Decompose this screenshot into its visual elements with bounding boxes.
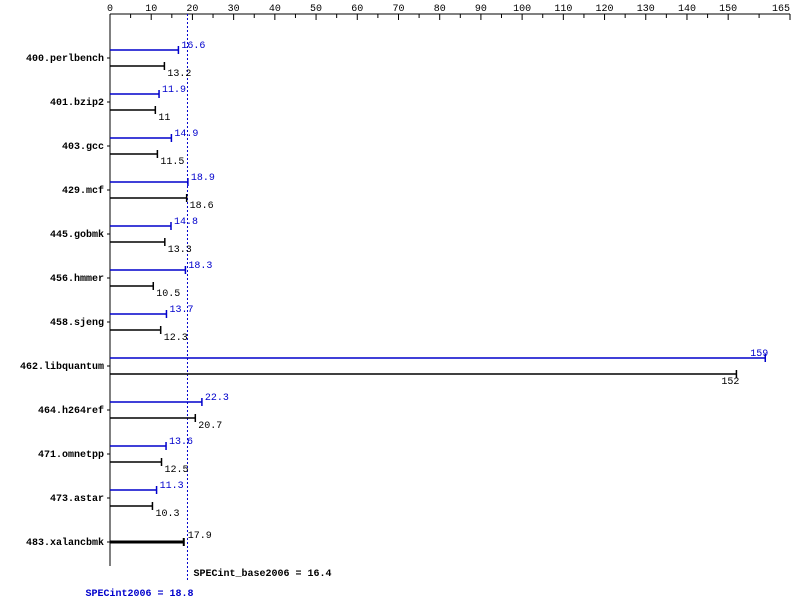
benchmark-label: 471.omnetpp	[38, 450, 104, 461]
benchmark-label: 400.perlbench	[26, 53, 104, 65]
peak-value: 13.6	[169, 437, 193, 448]
benchmark-label: 445.gobmk	[50, 229, 104, 241]
x-tick-label: 80	[434, 4, 446, 15]
x-tick-label: 30	[228, 4, 240, 15]
peak-value: 18.3	[188, 261, 212, 272]
base-value: 12.5	[165, 465, 189, 476]
x-tick-label: 70	[392, 4, 404, 15]
x-tick-label: 140	[678, 4, 696, 15]
base-value: 12.3	[164, 333, 188, 344]
x-tick-label: 120	[596, 4, 614, 15]
peak-value: 11.3	[160, 481, 184, 492]
benchmark-label: 458.sjeng	[50, 317, 104, 329]
benchmark-label: 462.libquantum	[20, 361, 104, 373]
value-label: 17.9	[188, 531, 212, 542]
base-value: 11	[158, 113, 170, 124]
base-value: 13.3	[168, 245, 192, 256]
benchmark-label: 429.mcf	[62, 185, 104, 197]
benchmark-label: 401.bzip2	[50, 97, 104, 109]
peak-value: 14.9	[174, 129, 198, 140]
x-tick-label: 0	[107, 4, 113, 15]
base-value: 18.6	[190, 201, 214, 212]
x-tick-label: 150	[719, 4, 737, 15]
benchmark-label: 483.xalancbmk	[26, 537, 104, 549]
x-tick-label: 60	[351, 4, 363, 15]
peak-value: 18.9	[191, 173, 215, 184]
peak-value: 11.9	[162, 85, 186, 96]
x-tick-label: 110	[554, 4, 572, 15]
x-tick-label: 100	[513, 4, 531, 15]
x-tick-label: 165	[772, 4, 790, 15]
benchmark-label: 456.hmmer	[50, 273, 104, 285]
peak-value: 16.6	[181, 41, 205, 52]
benchmark-label: 403.gcc	[62, 142, 104, 153]
peak-value: 14.8	[174, 217, 198, 228]
benchmark-label: 464.h264ref	[38, 405, 104, 417]
base-value: 20.7	[198, 421, 222, 432]
peak-value: 22.3	[205, 393, 229, 404]
base-value: 10.5	[156, 289, 180, 300]
benchmark-label: 473.astar	[50, 494, 104, 505]
chart-bg	[0, 0, 799, 606]
base-value: 10.3	[155, 509, 179, 520]
spec-chart: 0 10 20 30 40 50 60 70 80 90 100 110 120 130 140 150 165…	[0, 0, 799, 606]
x-tick-label: 90	[475, 4, 487, 15]
x-tick-label: 20	[186, 4, 198, 15]
summary-base: SPECint_base2006 = 16.4	[193, 568, 331, 580]
summary-peak: SPECint2006 = 18.8	[85, 588, 193, 600]
base-value: 13.2	[167, 69, 191, 80]
x-tick-label: 50	[310, 4, 322, 15]
peak-value: 13.7	[169, 305, 193, 316]
base-value: 11.5	[160, 157, 184, 168]
peak-value: 159	[750, 349, 768, 360]
x-tick-label: 10	[145, 4, 157, 15]
x-tick-label: 130	[637, 4, 655, 15]
x-tick-label: 40	[269, 4, 281, 15]
base-value: 152	[721, 377, 739, 388]
